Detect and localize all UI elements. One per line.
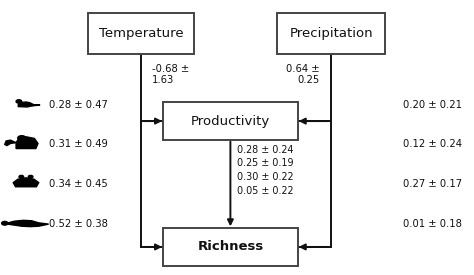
Text: 0.52 ± 0.38: 0.52 ± 0.38 <box>49 219 108 229</box>
Text: Productivity: Productivity <box>191 115 270 128</box>
Text: 0.28 ± 0.47: 0.28 ± 0.47 <box>49 100 108 110</box>
Polygon shape <box>5 140 16 145</box>
Text: 0.27 ± 0.17: 0.27 ± 0.17 <box>403 179 462 189</box>
Text: Precipitation: Precipitation <box>290 27 374 40</box>
Circle shape <box>28 175 33 178</box>
Text: 0.28 ± 0.24: 0.28 ± 0.24 <box>237 145 294 155</box>
Circle shape <box>19 175 24 178</box>
Polygon shape <box>13 178 39 187</box>
Text: 0.34 ± 0.45: 0.34 ± 0.45 <box>49 179 108 189</box>
FancyBboxPatch shape <box>88 13 194 54</box>
Circle shape <box>1 221 8 225</box>
Text: 0.25 ± 0.19: 0.25 ± 0.19 <box>237 158 294 169</box>
FancyBboxPatch shape <box>163 102 298 140</box>
Polygon shape <box>16 137 38 149</box>
Text: Temperature: Temperature <box>99 27 183 40</box>
Text: Richness: Richness <box>197 240 264 254</box>
Circle shape <box>18 136 26 140</box>
Text: 0.05 ± 0.22: 0.05 ± 0.22 <box>237 186 294 196</box>
Text: 0.64 ±
0.25: 0.64 ± 0.25 <box>286 64 320 85</box>
FancyBboxPatch shape <box>277 13 385 54</box>
Polygon shape <box>5 220 49 227</box>
Text: 0.12 ± 0.24: 0.12 ± 0.24 <box>403 139 462 149</box>
Circle shape <box>16 100 22 103</box>
Text: 0.01 ± 0.18: 0.01 ± 0.18 <box>403 219 462 229</box>
Polygon shape <box>32 105 40 106</box>
Text: 0.20 ± 0.21: 0.20 ± 0.21 <box>403 100 462 110</box>
FancyBboxPatch shape <box>163 228 298 266</box>
Text: -0.68 ±
1.63: -0.68 ± 1.63 <box>152 64 190 85</box>
Text: 0.31 ± 0.49: 0.31 ± 0.49 <box>49 139 108 149</box>
Polygon shape <box>18 102 34 107</box>
Text: 0.30 ± 0.22: 0.30 ± 0.22 <box>237 172 294 182</box>
